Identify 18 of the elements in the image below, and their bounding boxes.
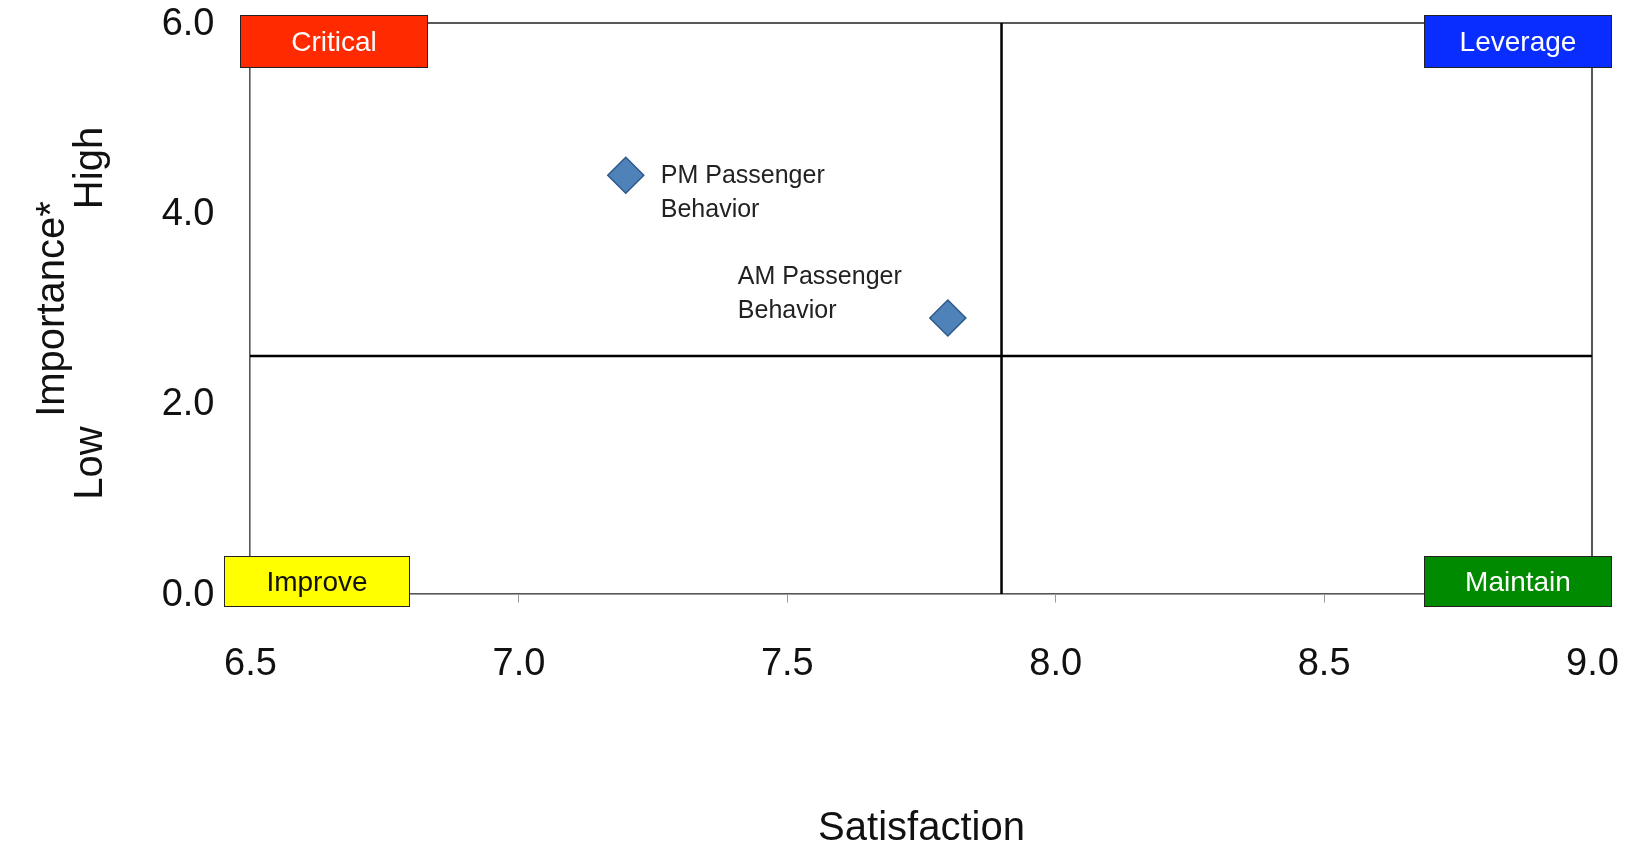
text: Low bbox=[66, 426, 110, 500]
quadrant-tag: Leverage bbox=[1424, 15, 1612, 68]
quadrant-tag: Maintain bbox=[1424, 556, 1612, 607]
annotation: PM Passenger Behavior bbox=[660, 160, 825, 223]
x-tick-label: 8.5 bbox=[1297, 640, 1351, 683]
x-tick-label: 7.0 bbox=[492, 640, 546, 683]
x-axis-title: Satisfaction bbox=[818, 803, 1025, 848]
x-tick-label: 8.0 bbox=[1029, 640, 1083, 683]
x-tick-label: 9.0 bbox=[1566, 640, 1619, 683]
annotation: AM Passenger Behavior bbox=[737, 261, 902, 324]
quadrant-tag: Improve bbox=[224, 556, 410, 607]
x-tick-label: 6.5 bbox=[224, 640, 277, 683]
x-tick-label: 7.5 bbox=[760, 640, 814, 683]
y-tick-label: 6.0 bbox=[161, 0, 215, 43]
y-tick-label: 0.0 bbox=[161, 571, 215, 614]
y-tick-label: 2.0 bbox=[161, 381, 215, 424]
quadrant-tag: Critical bbox=[240, 15, 428, 68]
y-tick-label: 4.0 bbox=[161, 190, 215, 233]
